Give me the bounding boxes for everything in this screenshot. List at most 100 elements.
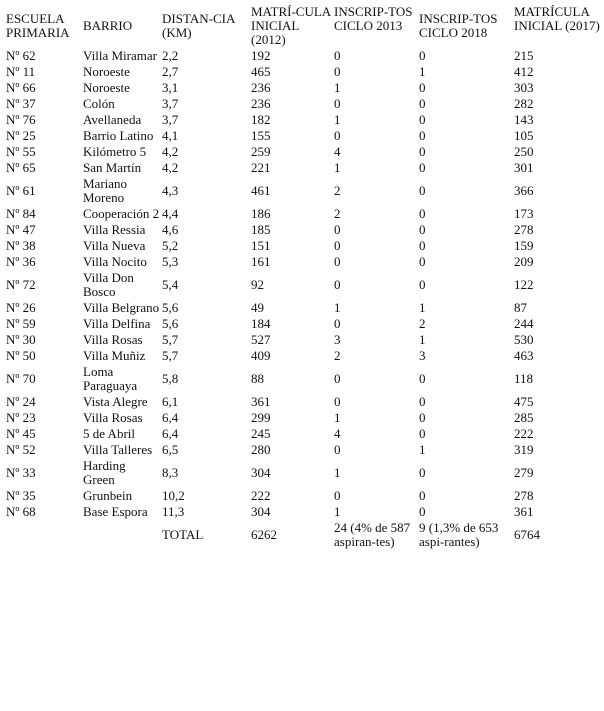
header-matricula-2012: MATRÍ-CULA INICIAL (2012) <box>251 4 331 47</box>
cell-matricula-2017: 222 <box>514 426 534 441</box>
cell-distance: 4,6 <box>162 222 179 237</box>
cell-matricula-2012: 236 <box>251 80 271 95</box>
cell-inscriptos-2018: 0 <box>419 112 426 127</box>
table-row: Nº 23 Villa Rosas 6,4 299 1 0 285 <box>6 410 604 426</box>
table-row: Nº 45 5 de Abril 6,4 245 4 0 222 <box>6 426 604 442</box>
cell-distance: 5,4 <box>162 277 179 292</box>
table-row: Nº 50 Villa Muñiz 5,7 409 2 3 463 <box>6 348 604 364</box>
cell-inscriptos-2013: 0 <box>334 48 341 63</box>
cell-school: Nº 68 <box>6 504 36 519</box>
cell-matricula-2012: 299 <box>251 410 271 425</box>
cell-matricula-2012: 409 <box>251 348 271 363</box>
cell-matricula-2017: 412 <box>514 64 534 79</box>
cell-school: Nº 70 <box>6 371 36 386</box>
cell-barrio: Villa Nueva <box>83 238 146 253</box>
cell-inscriptos-2018: 0 <box>419 222 426 237</box>
cell-matricula-2017: 279 <box>514 465 534 480</box>
cell-school: Nº 26 <box>6 300 36 315</box>
cell-school: Nº 23 <box>6 410 36 425</box>
cell-inscriptos-2018: 0 <box>419 371 426 386</box>
cell-inscriptos-2013: 1 <box>334 160 341 175</box>
cell-distance: 2,2 <box>162 48 179 63</box>
cell-barrio: Noroeste <box>83 80 130 95</box>
cell-inscriptos-2018: 0 <box>419 96 426 111</box>
cell-barrio: Villa Talleres <box>83 442 153 457</box>
table-row: Nº 68 Base Espora 11,3 304 1 0 361 <box>6 504 604 520</box>
total-cell <box>6 520 83 550</box>
cell-distance: 5,7 <box>162 348 179 363</box>
cell-school: Nº 61 <box>6 183 36 198</box>
header-row: ESCUELA PRIMARIA BARRIO DISTAN-CIA (KM) … <box>6 4 604 48</box>
cell-inscriptos-2018: 1 <box>419 442 426 457</box>
cell-barrio: Villa Muñiz <box>83 348 146 363</box>
cell-matricula-2012: 221 <box>251 160 271 175</box>
cell-matricula-2012: 182 <box>251 112 271 127</box>
cell-matricula-2017: 278 <box>514 222 534 237</box>
cell-inscriptos-2013: 0 <box>334 222 341 237</box>
cell-inscriptos-2013: 2 <box>334 183 341 198</box>
cell-school: Nº 66 <box>6 80 36 95</box>
schools-table: ESCUELA PRIMARIA BARRIO DISTAN-CIA (KM) … <box>6 4 604 550</box>
cell-inscriptos-2013: 1 <box>334 410 341 425</box>
cell-matricula-2012: 361 <box>251 394 271 409</box>
cell-inscriptos-2018: 0 <box>419 254 426 269</box>
cell-matricula-2017: 361 <box>514 504 534 519</box>
header-inscriptos-2013: INSCRIP-TOS CICLO 2013 <box>334 4 413 33</box>
cell-inscriptos-2013: 0 <box>334 277 341 292</box>
table-row: Nº 66 Noroeste 3,1 236 1 0 303 <box>6 80 604 96</box>
cell-distance: 4,3 <box>162 183 179 198</box>
header-matricula-2017: MATRÍCULA INICIAL (2017) <box>514 4 600 33</box>
cell-matricula-2012: 222 <box>251 488 271 503</box>
cell-barrio: Villa Nocito <box>83 254 147 269</box>
cell-inscriptos-2018: 1 <box>419 332 426 347</box>
cell-matricula-2017: 285 <box>514 410 534 425</box>
table-row: Nº 52 Villa Talleres 6,5 280 0 1 319 <box>6 442 604 458</box>
cell-matricula-2017: 319 <box>514 442 534 457</box>
table-row: Nº 47 Villa Ressia 4,6 185 0 0 278 <box>6 222 604 238</box>
cell-inscriptos-2013: 1 <box>334 300 341 315</box>
cell-barrio: Noroeste <box>83 64 130 79</box>
cell-distance: 4,2 <box>162 160 179 175</box>
cell-school: Nº 35 <box>6 488 36 503</box>
table-row: Nº 70 Loma Paraguaya 5,8 88 0 0 118 <box>6 364 604 394</box>
cell-matricula-2017: 87 <box>514 300 527 315</box>
cell-distance: 5,8 <box>162 371 179 386</box>
cell-inscriptos-2013: 1 <box>334 504 341 519</box>
cell-matricula-2017: 250 <box>514 144 534 159</box>
header-escuela: ESCUELA PRIMARIA <box>6 11 70 40</box>
cell-distance: 6,4 <box>162 426 179 441</box>
cell-barrio: Avellaneda <box>83 112 142 127</box>
cell-inscriptos-2018: 0 <box>419 144 426 159</box>
cell-inscriptos-2013: 0 <box>334 442 341 457</box>
cell-matricula-2017: 173 <box>514 206 534 221</box>
cell-barrio: Villa Rosas <box>83 410 143 425</box>
cell-matricula-2012: 88 <box>251 371 264 386</box>
cell-inscriptos-2013: 1 <box>334 465 341 480</box>
cell-inscriptos-2013: 0 <box>334 488 341 503</box>
cell-inscriptos-2018: 1 <box>419 64 426 79</box>
cell-school: Nº 45 <box>6 426 36 441</box>
cell-inscriptos-2018: 0 <box>419 488 426 503</box>
cell-school: Nº 52 <box>6 442 36 457</box>
total-label: TOTAL <box>162 527 204 542</box>
table-row: Nº 59 Villa Delfina 5,6 184 0 2 244 <box>6 316 604 332</box>
cell-matricula-2012: 92 <box>251 277 264 292</box>
cell-matricula-2017: 463 <box>514 348 534 363</box>
cell-barrio: Colón <box>83 96 115 111</box>
cell-school: Nº 72 <box>6 277 36 292</box>
cell-distance: 11,3 <box>162 504 185 519</box>
cell-matricula-2012: 280 <box>251 442 271 457</box>
cell-inscriptos-2013: 0 <box>334 238 341 253</box>
cell-matricula-2017: 366 <box>514 183 534 198</box>
cell-barrio: Villa Delfina <box>83 316 151 331</box>
cell-matricula-2012: 461 <box>251 183 271 198</box>
table-row: Nº 35 Grunbein 10,2 222 0 0 278 <box>6 488 604 504</box>
cell-barrio: Harding Green <box>83 458 126 487</box>
cell-matricula-2012: 155 <box>251 128 271 143</box>
cell-matricula-2012: 304 <box>251 465 271 480</box>
cell-inscriptos-2013: 1 <box>334 80 341 95</box>
cell-barrio: Mariano Moreno <box>83 176 128 205</box>
cell-inscriptos-2018: 0 <box>419 465 426 480</box>
table-row: Nº 65 San Martín 4,2 221 1 0 301 <box>6 160 604 176</box>
cell-barrio: Villa Don Bosco <box>83 270 134 299</box>
